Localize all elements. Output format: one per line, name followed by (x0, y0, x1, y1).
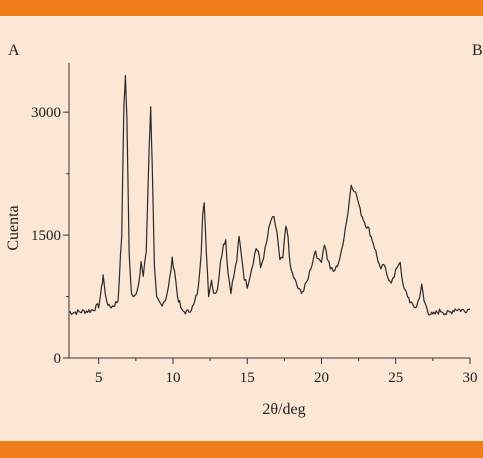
y-tick-label: 3000 (31, 105, 61, 121)
bottom-accent-bar (0, 441, 483, 458)
series-line (68, 74, 471, 316)
x-tick-label: 15 (240, 370, 255, 386)
chart-series (68, 74, 471, 316)
x-tick-label: 25 (388, 370, 403, 386)
y-tick-label: 1500 (31, 228, 61, 244)
x-tick-label: 10 (165, 370, 180, 386)
panel-label-b: B (472, 42, 483, 59)
chart-ticks: 5 10 15 20 25 30 0 1500 3000 (31, 105, 478, 386)
x-tick-label: 20 (314, 370, 329, 386)
x-tick-label: 5 (95, 370, 103, 386)
panel-label-a: A (8, 42, 20, 59)
x-axis-label: 2θ/deg (262, 401, 305, 418)
top-accent-bar (0, 0, 483, 16)
y-tick-label: 0 (54, 351, 62, 367)
x-tick-label: 30 (463, 370, 478, 386)
y-axis-label: Cuenta (5, 205, 22, 250)
chart-axes (68, 63, 470, 359)
